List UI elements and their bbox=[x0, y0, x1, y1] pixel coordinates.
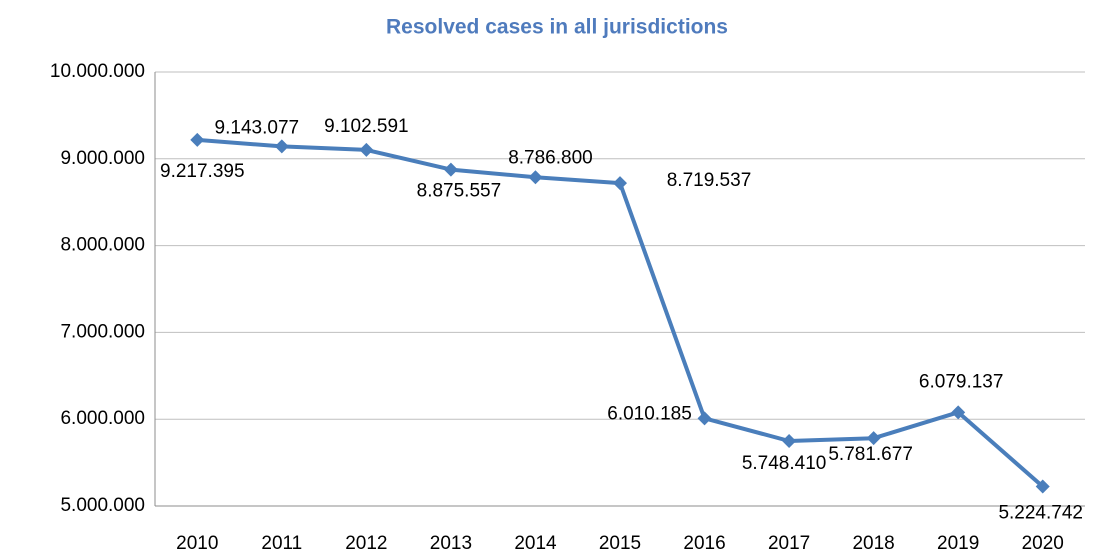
data-label: 8.875.557 bbox=[417, 181, 502, 202]
y-tick-label: 5.000.000 bbox=[60, 495, 145, 516]
x-tick-label: 2019 bbox=[937, 533, 979, 554]
data-label: 5.748.410 bbox=[742, 453, 827, 474]
data-point bbox=[951, 405, 966, 420]
x-tick-label: 2014 bbox=[514, 533, 557, 554]
x-tick-label: 2018 bbox=[852, 533, 894, 554]
data-point bbox=[1035, 479, 1050, 494]
x-tick-label: 2010 bbox=[176, 533, 218, 554]
data-label: 9.102.591 bbox=[324, 116, 409, 137]
x-tick-label: 2016 bbox=[683, 533, 725, 554]
data-point bbox=[274, 139, 289, 154]
data-label: 9.143.077 bbox=[215, 117, 300, 138]
data-label: 9.217.395 bbox=[160, 161, 245, 182]
x-tick-label: 2017 bbox=[768, 533, 810, 554]
x-tick-label: 2012 bbox=[345, 533, 387, 554]
y-tick-label: 7.000.000 bbox=[60, 321, 145, 342]
data-point bbox=[190, 132, 205, 147]
data-point bbox=[782, 434, 797, 449]
series-line bbox=[197, 137, 1045, 489]
chart-title: Resolved cases in all jurisdictions bbox=[386, 16, 728, 39]
data-label: 6.079.137 bbox=[919, 371, 1004, 392]
y-tick-label: 8.000.000 bbox=[60, 235, 145, 256]
data-point bbox=[866, 431, 881, 446]
y-tick-label: 10.000.000 bbox=[50, 61, 145, 82]
x-tick-label: 2015 bbox=[599, 533, 641, 554]
data-point bbox=[359, 142, 374, 157]
x-tick-label: 2011 bbox=[261, 533, 302, 554]
y-tick-label: 9.000.000 bbox=[60, 148, 145, 169]
y-tick-label: 6.000.000 bbox=[60, 408, 145, 429]
data-label: 8.786.800 bbox=[508, 147, 593, 168]
data-point bbox=[528, 170, 543, 185]
data-point bbox=[697, 411, 712, 426]
data-point bbox=[443, 162, 458, 177]
data-point bbox=[613, 176, 627, 191]
data-label: 5.781.677 bbox=[828, 444, 913, 465]
data-label: 6.010.185 bbox=[607, 403, 692, 424]
x-tick-label: 2013 bbox=[430, 533, 472, 554]
data-label: 5.224.742 bbox=[998, 503, 1083, 524]
x-tick-label: 2020 bbox=[1022, 533, 1064, 554]
data-label: 8.719.537 bbox=[667, 170, 752, 191]
